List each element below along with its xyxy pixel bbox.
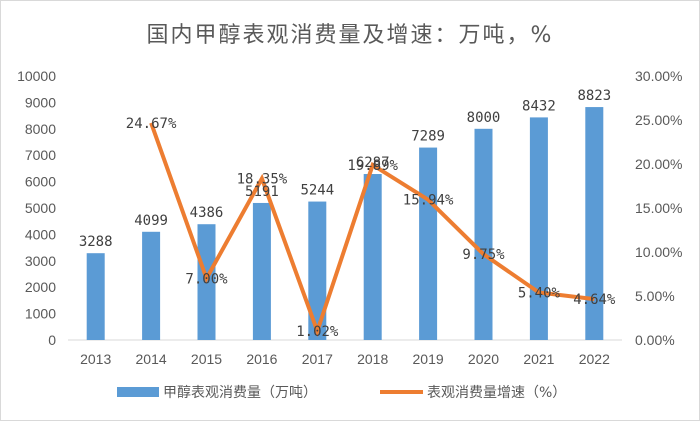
bar-value-label: 8000 bbox=[467, 110, 501, 126]
left-axis-tick-label: 8000 bbox=[25, 121, 56, 137]
bar-value-label: 3288 bbox=[79, 234, 113, 250]
chart-title: 国内甲醇表观消费量及增速：万吨，% bbox=[147, 23, 554, 48]
bar-value-label: 4386 bbox=[190, 205, 224, 221]
left-axis-tick-label: 6000 bbox=[25, 174, 56, 190]
line-value-label: 15.94% bbox=[403, 193, 454, 209]
x-axis-tick-label: 2018 bbox=[357, 351, 388, 367]
left-axis-tick-label: 0 bbox=[48, 332, 56, 348]
legend-bar-swatch bbox=[117, 387, 159, 397]
right-axis-tick-label: 15.00% bbox=[635, 200, 682, 216]
right-axis: 0.00% 5.00% 10.00% 15.00% 20.00% 25.00% 30.00% bbox=[635, 68, 682, 348]
line-value-label: 24.67% bbox=[126, 116, 177, 132]
bar bbox=[585, 107, 604, 340]
x-axis-tick-label: 2014 bbox=[136, 351, 167, 367]
right-axis-tick-label: 25.00% bbox=[635, 112, 682, 128]
bar bbox=[308, 201, 327, 340]
bar-value-label: 4099 bbox=[134, 213, 168, 229]
right-axis-tick-label: 5.00% bbox=[635, 288, 675, 304]
x-axis-tick-label: 2019 bbox=[413, 351, 444, 367]
left-axis-tick-label: 7000 bbox=[25, 147, 56, 163]
data-labels: 3288 4099 4386 5191 5244 6287 7289 8000 8432 8823… bbox=[79, 88, 616, 340]
left-axis-tick-label: 9000 bbox=[25, 94, 56, 110]
left-axis-tick-label: 3000 bbox=[25, 253, 56, 269]
line-series bbox=[149, 122, 595, 338]
bar bbox=[529, 117, 548, 340]
line-value-label: 7.00% bbox=[185, 271, 228, 287]
right-axis-tick-label: 20.00% bbox=[635, 156, 682, 172]
x-axis-tick-label: 2015 bbox=[191, 351, 222, 367]
bar bbox=[419, 147, 438, 340]
bar-value-label: 7289 bbox=[411, 129, 445, 145]
bar bbox=[252, 202, 271, 340]
x-axis-tick-label: 2017 bbox=[302, 351, 333, 367]
bar-value-label: 5244 bbox=[300, 183, 334, 199]
right-axis-tick-label: 10.00% bbox=[635, 244, 682, 260]
x-axis: 2013 2014 2015 2016 2017 2018 2019 2020 2021 2022 bbox=[68, 339, 622, 367]
left-axis-tick-label: 2000 bbox=[25, 279, 56, 295]
line-value-label: 5.40% bbox=[518, 285, 561, 301]
bar bbox=[474, 128, 493, 340]
line-value-label: 18.35% bbox=[237, 172, 288, 188]
line-value-label: 19.89% bbox=[347, 158, 398, 174]
legend: 甲醇表观消费量（万吨） 表观消费量增速（%） bbox=[117, 384, 566, 401]
x-axis-tick-label: 2013 bbox=[80, 351, 111, 367]
right-axis-tick-label: 30.00% bbox=[635, 68, 682, 84]
growth-line bbox=[149, 122, 595, 338]
bar-value-label: 8823 bbox=[577, 88, 611, 104]
left-axis-tick-label: 4000 bbox=[25, 226, 56, 242]
x-axis-tick-label: 2021 bbox=[523, 351, 554, 367]
left-axis: 0 1000 2000 3000 4000 5000 6000 7000 8000 9000 100… bbox=[17, 68, 56, 348]
line-value-label: 9.75% bbox=[462, 247, 505, 263]
bar-value-label: 5191 bbox=[245, 184, 279, 200]
legend-line-label: 表观消费量增速（%） bbox=[427, 385, 566, 401]
bar-value-label: 8432 bbox=[522, 98, 556, 114]
bar bbox=[363, 174, 382, 340]
x-axis-tick-label: 2020 bbox=[468, 351, 499, 367]
bar-series bbox=[86, 107, 604, 340]
left-axis-tick-label: 1000 bbox=[25, 306, 56, 322]
line-value-label: 1.02% bbox=[296, 324, 339, 340]
x-axis-tick-label: 2022 bbox=[579, 351, 610, 367]
right-axis-tick-label: 0.00% bbox=[635, 332, 675, 348]
left-axis-tick-label: 5000 bbox=[25, 200, 56, 216]
bar bbox=[142, 231, 161, 340]
x-axis-tick-label: 2016 bbox=[246, 351, 277, 367]
bar-value-label: 6287 bbox=[356, 155, 390, 171]
left-axis-tick-label: 10000 bbox=[17, 68, 56, 84]
bar bbox=[86, 253, 105, 340]
legend-bar-label: 甲醇表观消费量（万吨） bbox=[163, 384, 317, 401]
line-value-label: 4.64% bbox=[573, 292, 616, 308]
